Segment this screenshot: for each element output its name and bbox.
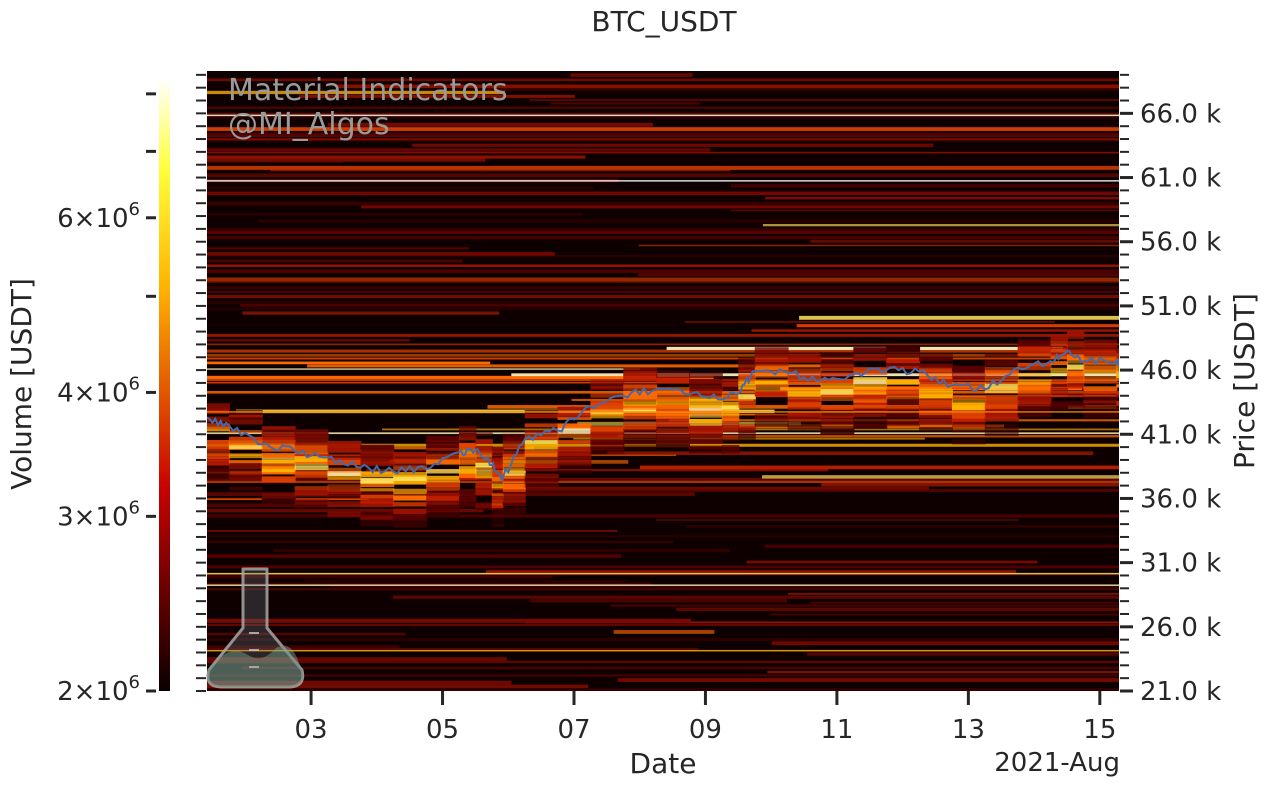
colorbar-tick-label: 3×106	[57, 497, 140, 532]
x-tick-label: 09	[689, 715, 722, 745]
colorbar-ticks: 2×106 3×106 4×106 6×106	[57, 92, 156, 707]
x-axis: 03 05 07 09 11 13 15	[295, 691, 1116, 745]
x-axis-label: Date	[630, 747, 697, 780]
x-axis-offset-label: 2021-Aug	[994, 748, 1120, 778]
y-tick-label: 31.0 k	[1140, 549, 1221, 579]
y-axis-right: 21.0 k 26.0 k 31.0 k 36.0 k 41.0 k 46.0 k 51.0…	[1120, 73, 1221, 707]
x-tick-label: 13	[952, 715, 985, 745]
colorbar-tick-label: 2×106	[57, 672, 140, 707]
colorbar	[159, 78, 170, 691]
y-tick-label: 66.0 k	[1140, 99, 1221, 129]
x-tick-label: 03	[295, 715, 328, 745]
colorbar-tick-label: 4×106	[57, 373, 140, 408]
chart-title: BTC_USDT	[591, 5, 737, 38]
watermark-line1: Material Indicators	[228, 73, 508, 108]
price-series	[207, 349, 1119, 483]
y-tick-label: 61.0 k	[1140, 164, 1221, 194]
colorbar-tick-label: 6×106	[57, 199, 140, 234]
y-tick-label: 36.0 k	[1140, 484, 1221, 514]
y-tick-label: 56.0 k	[1140, 228, 1221, 258]
y-axis-label: Price [USDT]	[1228, 293, 1261, 469]
y-tick-label: 51.0 k	[1140, 292, 1221, 322]
watermark-line2: @MI_Algos	[228, 107, 390, 142]
y-tick-label: 41.0 k	[1140, 420, 1221, 450]
y-axis-left-minor	[196, 73, 206, 692]
y-tick-label: 46.0 k	[1140, 356, 1221, 386]
price-line	[207, 349, 1119, 483]
flask-icon	[206, 567, 305, 689]
colorbar-label: Volume [USDT]	[5, 278, 38, 490]
x-tick-label: 07	[557, 715, 590, 745]
x-tick-label: 15	[1083, 715, 1116, 745]
x-tick-label: 05	[426, 715, 459, 745]
y-tick-label: 26.0 k	[1140, 613, 1221, 643]
heatmap-layer	[207, 73, 1119, 691]
y-tick-label: 21.0 k	[1140, 677, 1221, 707]
x-tick-label: 11	[820, 715, 853, 745]
